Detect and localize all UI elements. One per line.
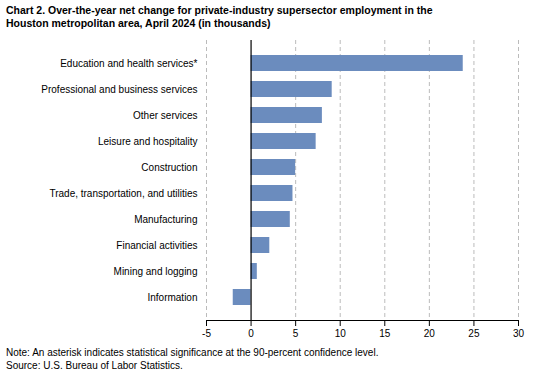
- svg-text:Financial activities: Financial activities: [116, 240, 197, 251]
- svg-text:10: 10: [335, 328, 347, 339]
- svg-text:-5: -5: [202, 328, 211, 339]
- html-text:Source: U.S. Bureau of Labor S: Source: U.S. Bureau of Labor Statistics.: [6, 360, 183, 371]
- svg-text:30: 30: [513, 328, 525, 339]
- svg-text:Education and health services*: Education and health services*: [60, 58, 197, 69]
- html-text:Note: An asterisk indicates st: Note: An asterisk indicates statistical …: [6, 347, 379, 358]
- html-text:Houston metropolitan area, Apr: Houston metropolitan area, April 2024 (i…: [6, 17, 271, 29]
- svg-text:0: 0: [248, 328, 254, 339]
- svg-text:Leisure and hospitality: Leisure and hospitality: [98, 136, 198, 147]
- svg-text:20: 20: [424, 328, 436, 339]
- svg-text:Mining and logging: Mining and logging: [114, 266, 198, 277]
- svg-text:15: 15: [379, 328, 391, 339]
- svg-text:Professional and business serv: Professional and business services: [41, 84, 197, 95]
- svg-text:Manufacturing: Manufacturing: [134, 214, 197, 225]
- svg-text:Information: Information: [147, 292, 197, 303]
- svg-text:25: 25: [468, 328, 480, 339]
- svg-text:5: 5: [293, 328, 299, 339]
- html-text:Chart 2. Over-the-year net cha: Chart 2. Over-the-year net change for pr…: [6, 4, 433, 16]
- svg-text:Trade, transportation, and uti: Trade, transportation, and utilities: [49, 188, 197, 199]
- svg-text:Other services: Other services: [133, 110, 197, 121]
- svg-text:Construction: Construction: [141, 162, 197, 173]
